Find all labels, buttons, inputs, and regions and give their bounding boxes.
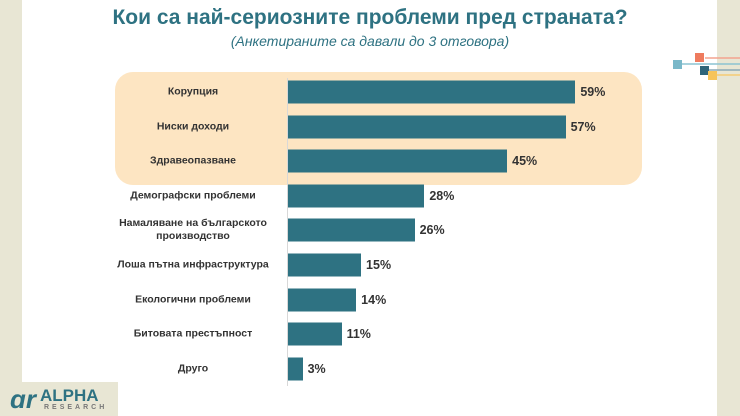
category-label: Демографски проблеми: [130, 189, 256, 202]
bar: [288, 184, 425, 208]
logo-mark: ɑr: [10, 384, 36, 414]
data-label: 15%: [366, 258, 392, 272]
chart-title: Кои са най-сериозните проблеми пред стра…: [112, 6, 628, 29]
y-axis-line: [287, 78, 288, 386]
slide-panel: [22, 0, 717, 416]
bar: [288, 149, 508, 173]
bar: [288, 218, 415, 242]
chart-subtitle: (Анкетираните са давали до 3 отговора): [230, 33, 510, 49]
bar: [288, 322, 342, 346]
decoration-icon: [673, 53, 740, 80]
category-label: Битовата престъпност: [133, 327, 253, 340]
data-label: 3%: [307, 361, 326, 376]
category-label: Здравеопазване: [150, 154, 236, 167]
bar: [288, 115, 566, 139]
bar: [288, 357, 303, 381]
category-label: Намаляване на българското производство: [119, 217, 267, 243]
data-label: 57%: [570, 119, 596, 134]
data-label: 28%: [429, 188, 455, 203]
category-label: Лоша пътна инфраструктура: [117, 258, 269, 271]
bar: [288, 288, 357, 312]
logo-research: RESEARCH: [44, 404, 108, 411]
data-label: 11%: [346, 327, 371, 342]
category-label: Корупция: [167, 85, 219, 98]
alpha-research-logo: ɑr ALPHA RESEARCH: [0, 382, 118, 416]
logo-alpha: ALPHA: [40, 386, 99, 405]
data-label: 45%: [512, 154, 538, 169]
data-label: 59%: [580, 85, 606, 99]
category-label: Ниски доходи: [156, 120, 230, 133]
data-label: 14%: [361, 292, 387, 307]
bar: [288, 253, 362, 277]
category-label: Друго: [177, 362, 209, 375]
bar: [288, 80, 576, 104]
data-label: 26%: [419, 223, 445, 238]
category-label: Екологични проблеми: [135, 293, 251, 306]
